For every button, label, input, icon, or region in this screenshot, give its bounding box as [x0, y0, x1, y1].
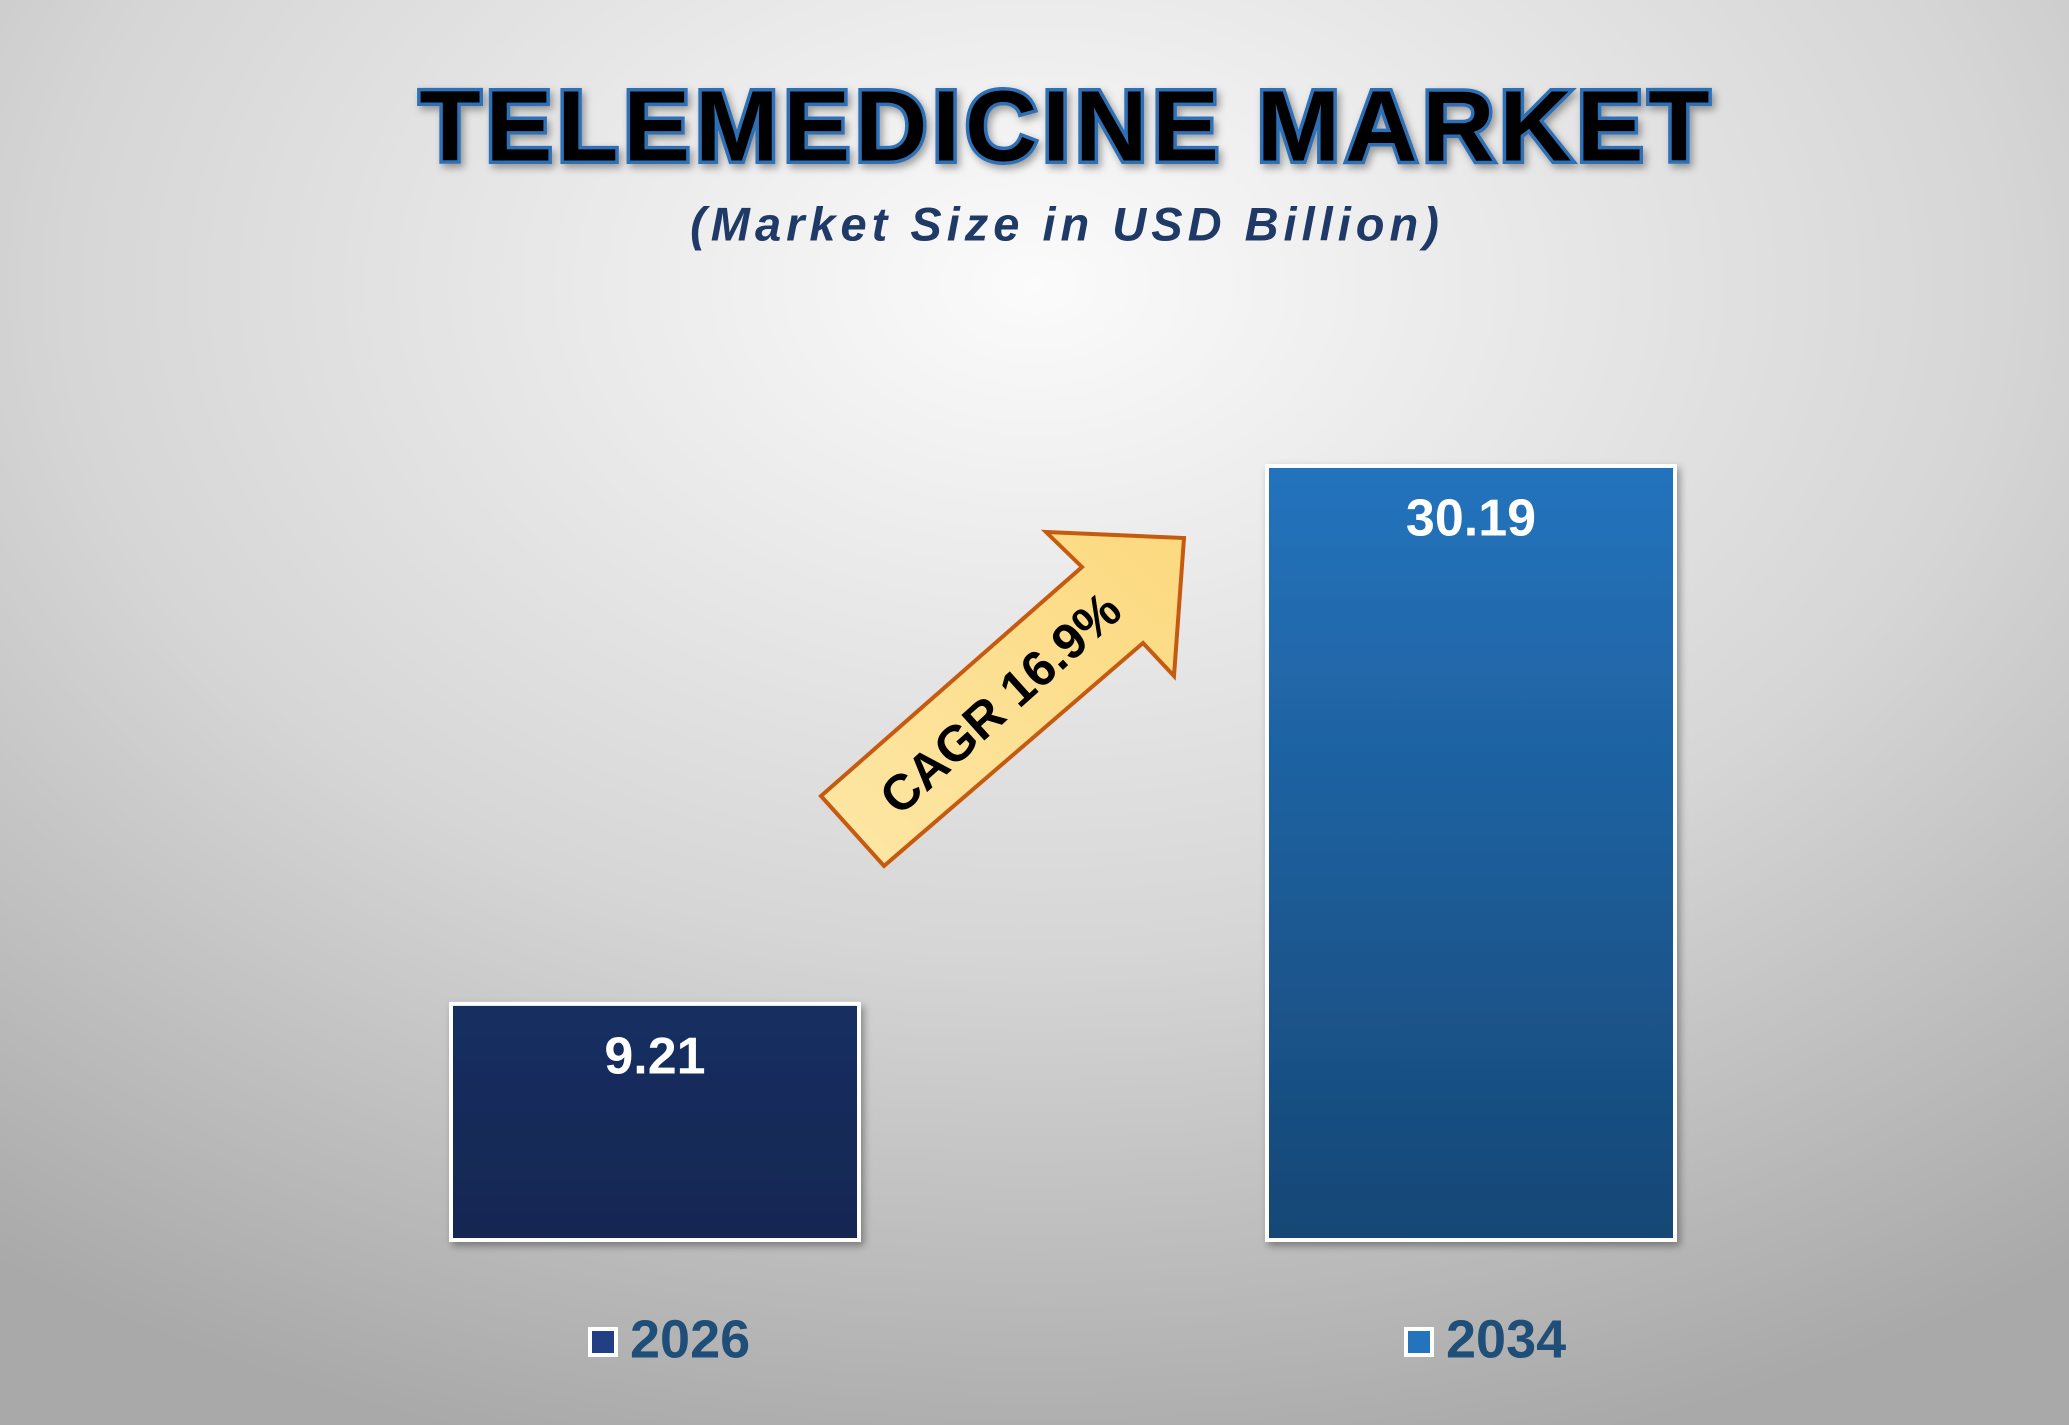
- value-label: 9.21: [604, 1028, 705, 1086]
- bar: [449, 1001, 861, 1242]
- chart-title: TELEMEDICINE MARKET: [420, 70, 1715, 182]
- legend-label: 2034: [1446, 1309, 1566, 1369]
- legend-label: 2026: [630, 1309, 750, 1369]
- chart-subtitle: (Market Size in USD Billion): [690, 197, 1444, 250]
- arrow-shape: [818, 529, 1187, 869]
- bar: [1265, 464, 1677, 1242]
- legend-swatch: [1404, 1327, 1434, 1357]
- value-label: 30.19: [1406, 490, 1536, 548]
- legend-swatch: [588, 1327, 618, 1357]
